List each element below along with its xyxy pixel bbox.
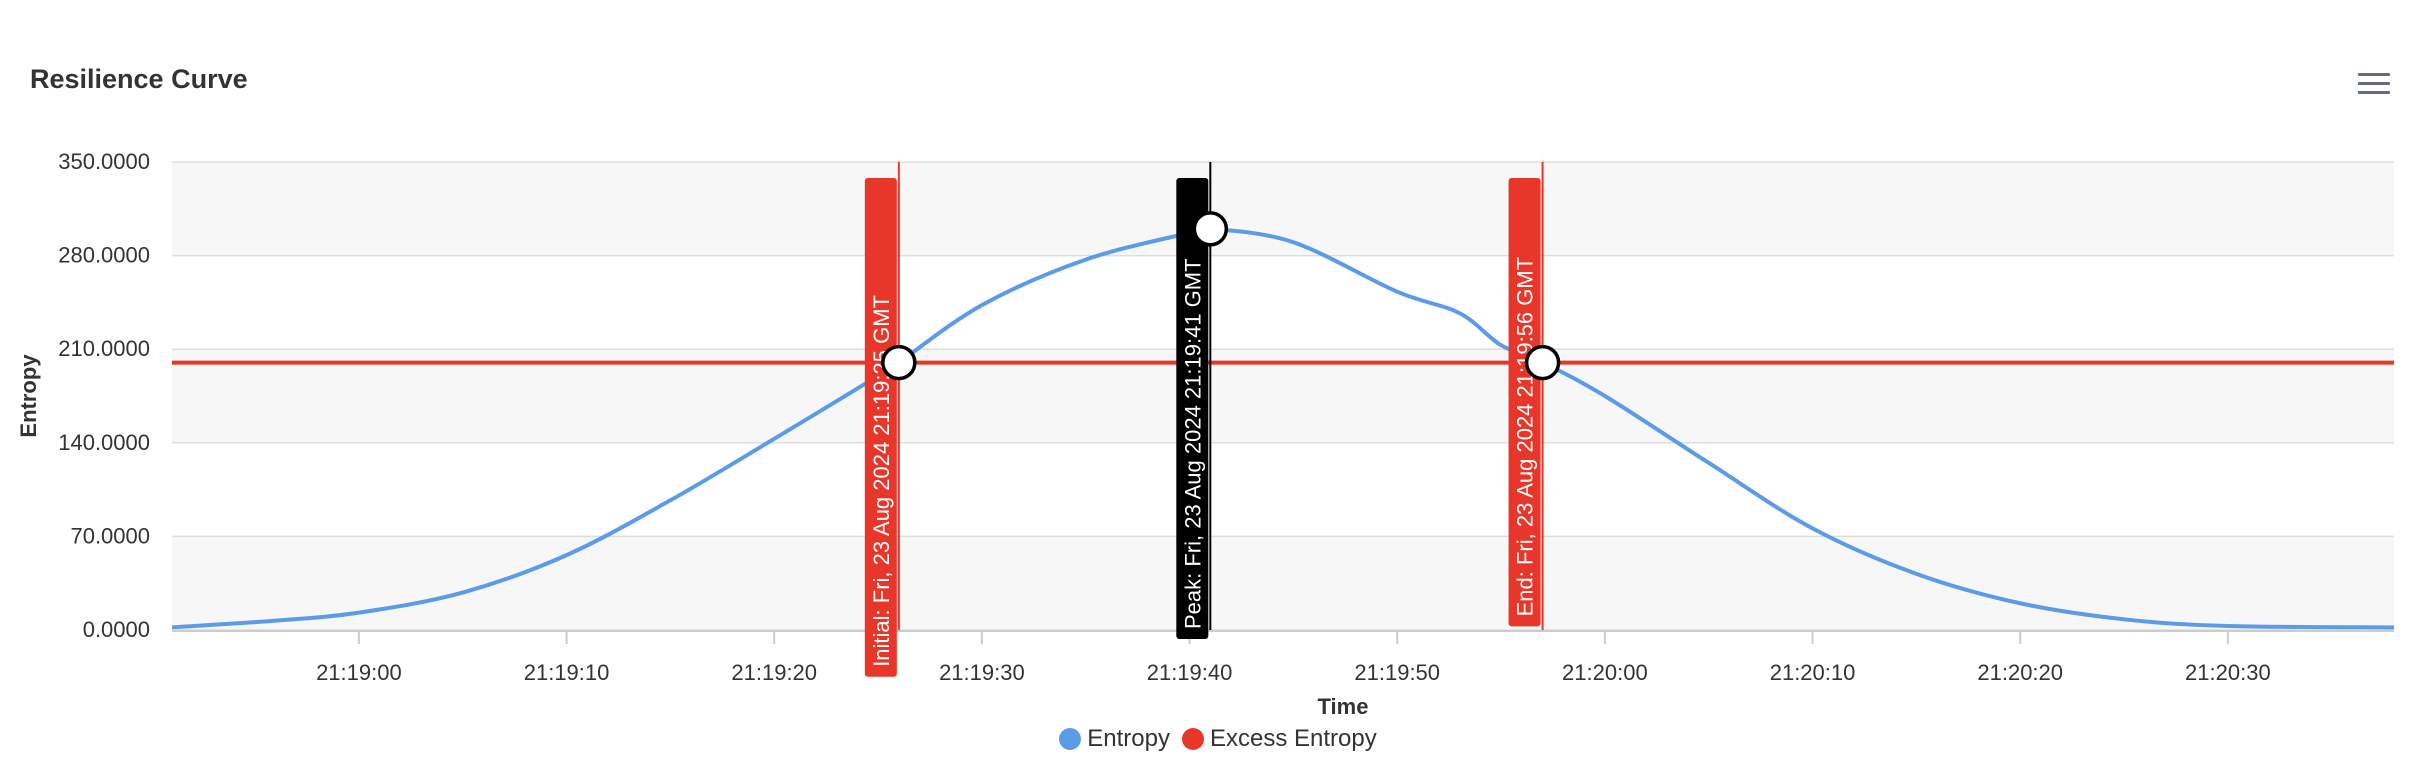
plot-band — [172, 536, 2394, 630]
hamburger-menu-icon[interactable] — [2358, 70, 2392, 98]
plot-band — [172, 162, 2394, 256]
legend-marker — [1059, 728, 1082, 750]
x-tick-label: 21:20:00 — [1562, 660, 1648, 685]
x-tick-label: 21:20:20 — [1977, 660, 2063, 685]
plot-band — [172, 349, 2394, 443]
x-tick-label: 21:19:00 — [316, 660, 402, 685]
y-tick-label: 210.0000 — [58, 336, 150, 361]
plot-line-label-box — [1176, 178, 1209, 639]
x-tick-label: 21:20:30 — [2185, 660, 2271, 685]
legend-label: Entropy — [1087, 725, 1170, 752]
plot-line-label-box — [864, 178, 897, 677]
legend-label: Excess Entropy — [1209, 725, 1377, 752]
legend-marker — [1181, 728, 1204, 750]
data-point-marker — [1524, 344, 1561, 381]
y-axis-title: Entropy — [16, 354, 41, 438]
legend-item[interactable]: Excess Entropy — [1181, 725, 1377, 753]
x-axis-title: Time — [1318, 694, 1369, 719]
x-tick-label: 21:19:10 — [524, 660, 610, 685]
y-tick-label: 70.0000 — [70, 523, 150, 548]
x-tick-label: 21:19:50 — [1354, 660, 1440, 685]
data-point-marker — [1192, 211, 1229, 247]
plot-line-label: End: Fri, 23 Aug 2024 21:19:56 GMT — [1513, 257, 1538, 617]
plot-line-label-box — [1508, 178, 1541, 627]
y-tick-label: 140.0000 — [58, 430, 150, 455]
x-tick-label: 21:20:10 — [1770, 660, 1856, 685]
y-tick-label: 0.0000 — [83, 617, 150, 642]
series-line-0 — [171, 226, 2395, 630]
legend: Entropy Excess Entropy — [0, 725, 2436, 753]
data-point-marker — [881, 344, 917, 381]
x-tick-label: 21:19:20 — [731, 660, 817, 685]
legend-item[interactable]: Entropy — [1059, 725, 1170, 753]
x-tick-label: 21:19:40 — [1147, 660, 1233, 685]
y-tick-label: 350.0000 — [58, 149, 150, 174]
plot-line-label: Peak: Fri, 23 Aug 2024 21:19:41 GMT — [1180, 258, 1205, 629]
x-tick-label: 21:19:30 — [939, 660, 1025, 685]
chart-title: Resilience Curve — [30, 64, 248, 94]
y-tick-label: 280.0000 — [58, 243, 150, 268]
